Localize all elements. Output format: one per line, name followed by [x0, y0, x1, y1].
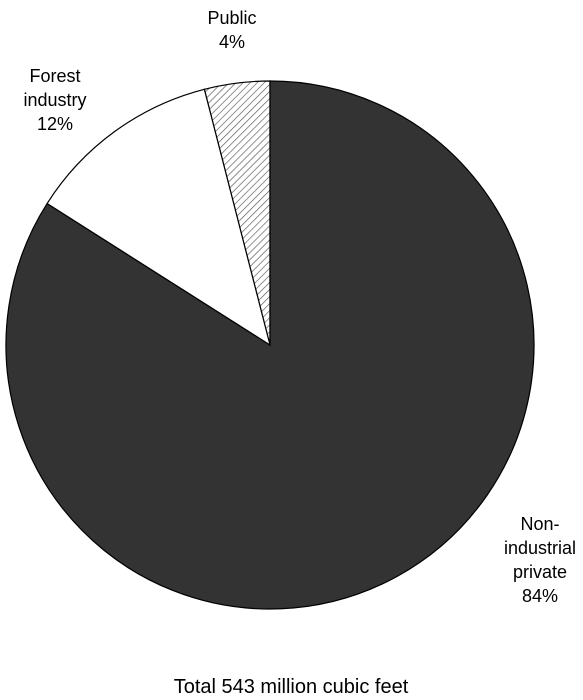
slice-label-line: Public — [207, 8, 256, 28]
slice-label-line: Forest — [29, 66, 80, 86]
slice-label-0: Public 4% — [207, 8, 256, 52]
slice-label-line: private — [513, 562, 567, 582]
slice-label-line: industrial — [504, 538, 576, 558]
slice-label-line: 12% — [37, 114, 73, 134]
slice-label-1: Non-industrial private 84% — [504, 514, 576, 606]
slice-label-line: 4% — [219, 32, 245, 52]
slice-label-line: 84% — [522, 586, 558, 606]
slice-label-line: Non- — [520, 514, 559, 534]
slice-label-2: Forest industry 12% — [23, 66, 86, 134]
chart-caption: Total 543 million cubic feet — [174, 676, 409, 698]
slice-label-line: industry — [23, 90, 86, 110]
pie-slice-1 — [5, 80, 535, 610]
pie-slice-2 — [46, 88, 271, 347]
